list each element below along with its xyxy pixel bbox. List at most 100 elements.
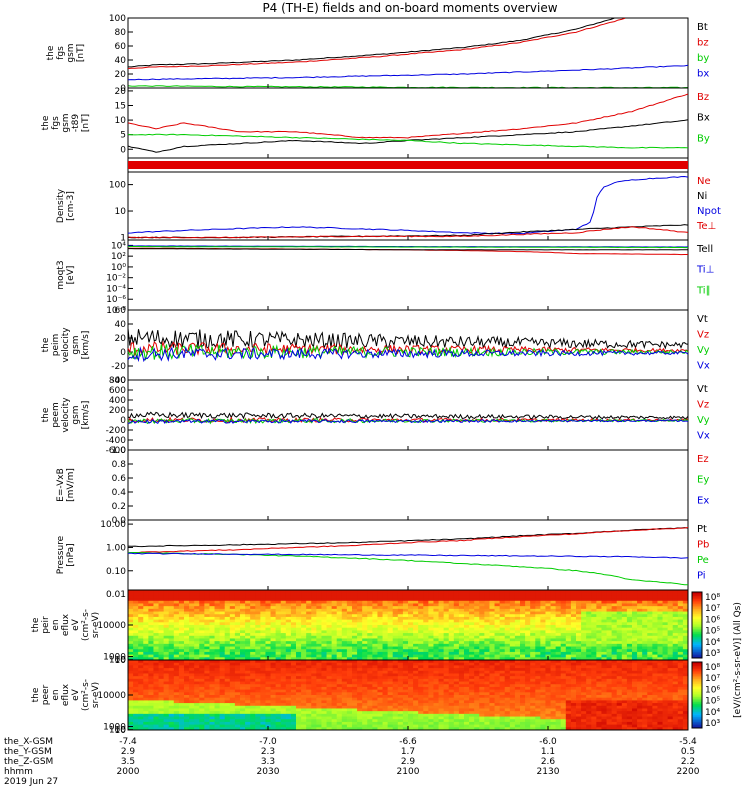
ytick-label: 0.4: [112, 488, 127, 498]
heat-cell: [387, 619, 394, 623]
heat-cell: [489, 724, 496, 728]
heat-cell: [336, 657, 343, 661]
heat-cell: [173, 719, 180, 723]
heat-cell: [255, 670, 261, 674]
heat-cell: [280, 689, 287, 693]
heat-cell: [489, 719, 496, 723]
heat-cell: [438, 703, 445, 707]
heat-cell: [504, 614, 511, 618]
heat-cell: [357, 657, 363, 661]
heat-cell: [229, 635, 236, 639]
heat-cell: [138, 689, 144, 693]
heat-cell: [331, 606, 338, 610]
heat-cell: [321, 638, 328, 642]
heat-cell: [377, 708, 384, 712]
heat-cell: [178, 724, 185, 728]
heat-cell: [158, 622, 165, 626]
heat-cell: [357, 711, 363, 715]
heat-cell: [530, 619, 536, 623]
heat-cell: [372, 622, 378, 626]
heat-cell: [168, 622, 175, 626]
heat-cell: [209, 595, 216, 599]
heat-cell: [275, 643, 282, 648]
heat-cell: [189, 603, 195, 607]
heat-cell: [173, 721, 180, 726]
heat-cell: [316, 627, 322, 631]
heat-cell: [428, 676, 434, 680]
heat-cell: [178, 627, 185, 631]
heat-cell: [642, 595, 648, 599]
heat-cell: [367, 689, 373, 693]
heat-cell: [296, 673, 302, 677]
heat-cell: [352, 697, 358, 701]
heat-cell: [285, 721, 292, 726]
heat-cell: [504, 635, 511, 639]
heat-cell: [346, 649, 353, 653]
heat-cell: [601, 643, 608, 648]
heat-cell: [382, 708, 389, 712]
heat-cell: [316, 622, 322, 626]
heat-cell: [464, 716, 470, 720]
heat-cell: [336, 595, 343, 599]
heat-cell: [209, 657, 216, 661]
heat-cell: [611, 616, 618, 621]
heat-cell: [469, 622, 475, 626]
heat-cell: [423, 646, 429, 650]
heat-cell: [372, 660, 378, 664]
heat-cell: [290, 711, 297, 715]
heat-cell: [652, 619, 658, 623]
heat-cell: [525, 643, 531, 648]
heat-cell: [245, 665, 251, 669]
heat-cell: [601, 603, 608, 607]
heat-cell: [245, 705, 251, 709]
heat-cell: [596, 654, 602, 658]
heat-cell: [240, 700, 246, 704]
heat-cell: [194, 622, 200, 626]
heat-cell: [402, 611, 409, 615]
heat-cell: [489, 598, 496, 602]
heat-cell: [362, 719, 368, 723]
heat-cell: [682, 654, 689, 658]
heat-cell: [570, 649, 577, 653]
heat-cell: [250, 719, 256, 723]
heat-cell: [163, 705, 170, 709]
heat-cell: [494, 638, 501, 642]
heat-cell: [367, 708, 373, 712]
legend-By: By: [697, 133, 710, 144]
heat-cell: [652, 633, 658, 637]
heat-cell: [484, 625, 490, 629]
heat-cell: [285, 638, 292, 642]
heat-cell: [143, 633, 149, 637]
heat-cell: [346, 700, 353, 704]
heat-cell: [362, 651, 368, 656]
heat-cell: [382, 681, 389, 685]
heat-cell: [204, 727, 210, 731]
heat-cell: [204, 684, 210, 688]
heat-cell: [158, 608, 165, 613]
heat-cell: [260, 616, 266, 621]
heat-cell: [346, 703, 353, 707]
heat-cell: [418, 684, 424, 688]
panel-frame: [127, 87, 689, 159]
heat-cell: [438, 646, 445, 650]
heat-cell: [387, 700, 394, 704]
heat-cell: [306, 625, 312, 629]
heat-cell: [438, 721, 445, 726]
heat-cell: [504, 603, 511, 607]
heat-cell: [316, 619, 322, 623]
chart-title: P4 (TH-E) fields and on-board moments ov…: [262, 1, 557, 15]
heat-cell: [397, 662, 404, 666]
heat-cell: [530, 614, 536, 618]
heat-cell: [290, 646, 297, 650]
heat-cell: [326, 665, 333, 669]
heat-cell: [240, 622, 246, 626]
heat-cell: [637, 608, 643, 613]
heat-cell: [352, 633, 358, 637]
heat-cell: [245, 662, 251, 666]
heat-cell: [219, 600, 226, 604]
heat-cell: [285, 686, 292, 691]
heat-cell: [352, 705, 358, 709]
heat-cell: [418, 654, 424, 658]
heat-cell: [163, 643, 170, 648]
heat-cell: [280, 643, 287, 648]
